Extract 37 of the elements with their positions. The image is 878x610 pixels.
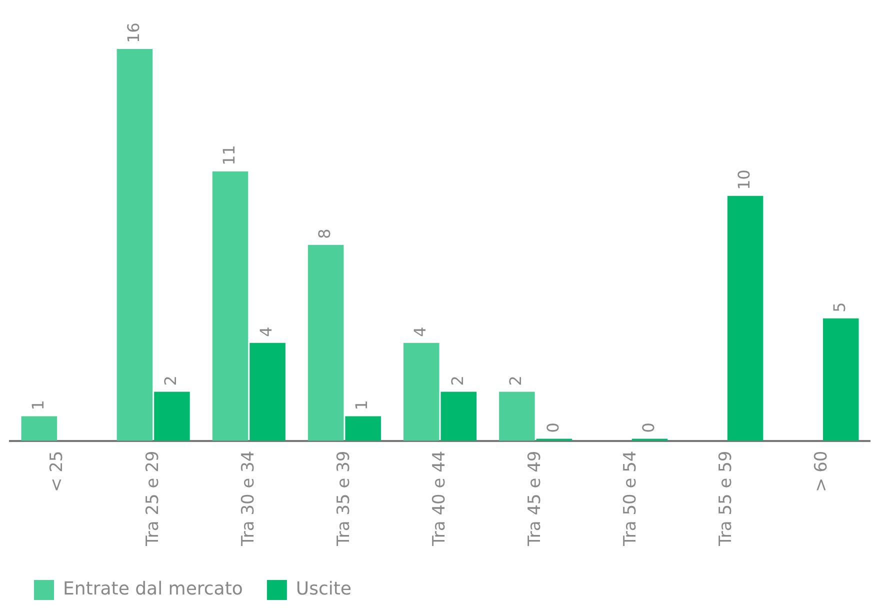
data-label: 1 [28, 400, 48, 410]
data-label: 4 [410, 326, 430, 337]
x-tick-label: Tra 30 e 34 [238, 450, 258, 548]
x-tick-label: Tra 25 e 29 [142, 450, 163, 548]
x-tick-label: < 25 [47, 450, 68, 492]
bar [727, 196, 764, 441]
bar [250, 342, 286, 441]
bar [116, 48, 153, 441]
bar [212, 171, 248, 441]
x-tick-label: Tra 40 e 44 [429, 450, 450, 548]
bar [499, 392, 535, 441]
data-label: 0 [543, 422, 562, 433]
bar [21, 416, 58, 441]
data-label: 0 [638, 422, 658, 433]
data-label: 2 [448, 376, 467, 386]
data-label: 2 [161, 376, 180, 386]
bar [308, 244, 344, 441]
data-label: 8 [314, 228, 334, 239]
legend-label: Entrate dal mercato [63, 578, 243, 600]
bar [440, 392, 477, 441]
x-tick-label: Tra 45 e 49 [524, 450, 545, 548]
bar [822, 318, 859, 441]
data-label: 10 [734, 170, 754, 190]
x-tick-label: Tra 55 e 59 [716, 450, 736, 548]
x-tick-label: Tra 50 e 54 [620, 450, 641, 548]
data-label: 2 [506, 376, 526, 386]
data-label: 16 [124, 22, 143, 43]
bar [154, 392, 190, 441]
x-tick-label: Tra 35 e 39 [334, 450, 354, 548]
x-tick-label: > 60 [812, 450, 832, 492]
legend-label: Uscite [296, 578, 352, 600]
data-label: 11 [219, 145, 238, 166]
data-label: 5 [830, 302, 850, 312]
data-label: 1 [352, 400, 372, 410]
data-label: 4 [256, 326, 276, 337]
bar [403, 342, 440, 441]
bar [345, 416, 381, 441]
